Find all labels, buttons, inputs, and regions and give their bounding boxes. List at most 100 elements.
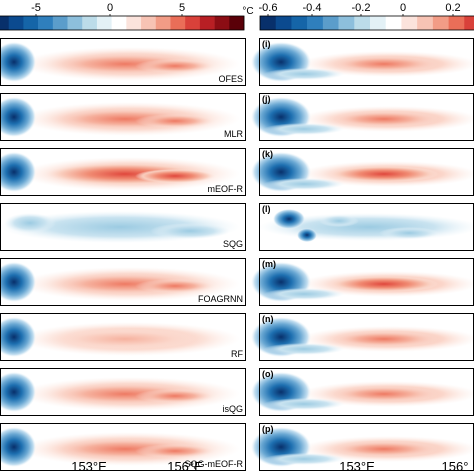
panel-frame: [0, 203, 246, 251]
x-tick-label: 156°: [442, 459, 469, 474]
colorbar-swatch: [417, 16, 434, 30]
colorbar-tick-label: 0: [400, 2, 406, 14]
colorbar-swatch: [0, 16, 10, 30]
panel-letter-label: (n): [262, 314, 274, 324]
negative-anomaly-tail: [264, 288, 344, 300]
panel-method-label: OFES: [218, 74, 243, 84]
negative-anomaly-tail: [264, 398, 344, 410]
panel-method-label: mEOF-R: [208, 184, 244, 194]
colorbar-swatch: [38, 16, 54, 30]
negative-anomaly-tail: [264, 68, 344, 80]
panel-frame: [0, 148, 246, 196]
negative-anomaly-patch: [319, 215, 359, 227]
right-panel: (n): [251, 313, 474, 361]
left-panel: FOAGRNN: [0, 258, 246, 306]
colorbar-swatch: [432, 16, 449, 30]
left-panel: SQG: [0, 203, 246, 251]
positive-anomaly-core: [135, 444, 215, 458]
panel-method-label: SQG-mEOF-R: [185, 459, 244, 469]
negative-anomaly-patch: [273, 209, 305, 229]
positive-anomaly-core: [329, 166, 439, 182]
x-tick-label: 153°E: [339, 459, 375, 474]
colorbar-tick-label: 0.2: [445, 2, 460, 14]
positive-anomaly-core: [329, 276, 439, 292]
colorbar-swatch: [275, 16, 292, 30]
right-panel: (o): [251, 368, 474, 416]
negative-anomaly-patch: [150, 223, 230, 239]
panel-frame: [0, 313, 246, 361]
panel-letter-label: (o): [262, 369, 274, 379]
positive-anomaly-core: [45, 328, 205, 350]
colorbar-swatch: [214, 16, 230, 30]
panel-method-label: FOAGRNN: [198, 294, 243, 304]
colorbar-swatch: [354, 16, 371, 30]
colorbar-swatch: [291, 16, 308, 30]
x-axis-left: 153°E 156°E: [71, 459, 203, 474]
x-tick-label: 153°E: [71, 459, 107, 474]
right-panel: (m): [251, 258, 474, 306]
colorbar-swatch: [23, 16, 39, 30]
positive-anomaly-core: [135, 59, 215, 73]
colorbar-swatch: [385, 16, 402, 30]
colorbar-tick-label: 5: [179, 2, 185, 14]
panel-letter-label: (m): [262, 259, 276, 269]
colorbar-left: -5 0 5: [0, 2, 245, 31]
negative-anomaly-tail: [264, 178, 344, 190]
colorbar-frame: [0, 15, 245, 31]
colorbar-swatch: [322, 16, 339, 30]
colorbar-swatch: [448, 16, 465, 30]
left-panel: SQG-mEOF-R: [0, 423, 246, 471]
coastal-cold-anomaly: [0, 42, 36, 82]
right-panel: (i): [251, 38, 474, 86]
colorbar-swatch: [141, 16, 157, 30]
colorbar-frame: [259, 15, 474, 31]
left-panel: isQG: [0, 368, 246, 416]
coastal-cold-anomaly: [0, 317, 36, 357]
negative-anomaly-tail: [264, 123, 344, 135]
panel-frame: [0, 38, 246, 86]
colorbar-swatch: [185, 16, 201, 30]
panel-letter-label: (i): [262, 39, 271, 49]
panel-frame: [0, 423, 246, 471]
negative-anomaly-patch: [297, 228, 317, 242]
panel-letter-label: (p): [262, 424, 274, 434]
coastal-cold-anomaly: [0, 97, 36, 137]
right-panel: (k): [251, 148, 474, 196]
panel-method-label: MLR: [224, 129, 244, 139]
colorbar-swatch: [338, 16, 355, 30]
colorbar-swatch: [170, 16, 186, 30]
colorbar-right: -0.6 -0.4 -0.2 0 0.2: [259, 2, 474, 31]
positive-anomaly-core: [135, 279, 215, 293]
right-panel-column: (i) (j) (k) (l) (m) (n) (o) (p): [251, 38, 474, 471]
panel-method-label: isQG: [222, 404, 243, 414]
colorbar-swatch: [126, 16, 142, 30]
positive-anomaly-core: [135, 389, 215, 403]
right-panel: (j): [251, 93, 474, 141]
left-panel-column: OFES MLR mEOF-R SQG FOAGRNN RF isQG SQG-mEOF-R: [0, 38, 246, 471]
colorbar-swatch: [8, 16, 24, 30]
colorbar-swatch: [307, 16, 324, 30]
positive-anomaly-core: [329, 331, 439, 347]
panel-frame: [0, 258, 246, 306]
left-panel: MLR: [0, 93, 246, 141]
panel-letter-label: (k): [262, 149, 273, 159]
panel-letter-label: (j): [262, 94, 271, 104]
coastal-cold-anomaly: [0, 262, 36, 302]
positive-anomaly-core: [329, 111, 439, 127]
x-axis-right: 153°E 156°: [339, 459, 468, 474]
colorbar-tick-label: -0.6: [259, 2, 278, 14]
panel-method-label: SQG: [223, 239, 243, 249]
colorbar-swatch: [155, 16, 171, 30]
right-panel: (l): [259, 203, 474, 251]
colorbar-swatch: [111, 16, 127, 30]
left-panel: mEOF-R: [0, 148, 246, 196]
positive-anomaly-core: [329, 56, 439, 72]
positive-anomaly-core: [329, 441, 439, 457]
colorbar-swatch: [67, 16, 83, 30]
colorbar-tick-label: -0.4: [303, 2, 322, 14]
panel-frame: [0, 93, 246, 141]
negative-anomaly-tail: [264, 343, 344, 355]
coastal-cold-anomaly: [0, 372, 36, 412]
coastal-cold-anomaly: [0, 152, 36, 192]
negative-anomaly-patch: [379, 227, 439, 239]
